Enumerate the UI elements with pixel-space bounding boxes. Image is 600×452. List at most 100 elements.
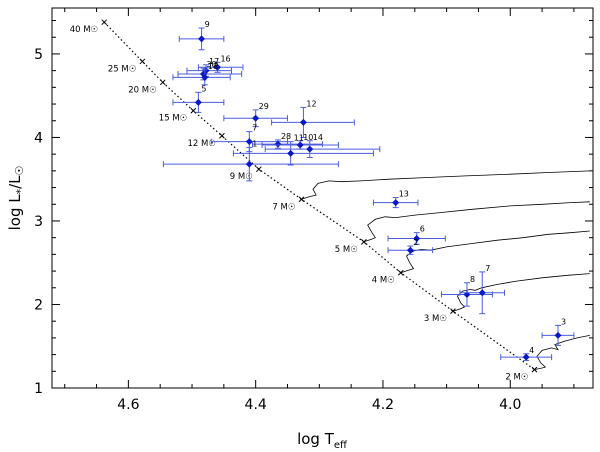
zams-mass-label-15: 15 M☉ bbox=[159, 114, 187, 124]
star-id-label: 28 bbox=[281, 132, 291, 141]
data-marker bbox=[198, 35, 206, 43]
star-id-label: 8 bbox=[470, 275, 475, 284]
star-id-label: 10 bbox=[303, 133, 313, 142]
star-id-label: 6 bbox=[420, 225, 425, 234]
star-point-4: 4 bbox=[500, 346, 553, 361]
zams-marker-7 bbox=[298, 196, 305, 203]
y-tick-label: 2 bbox=[34, 297, 43, 313]
star-id-label: 12 bbox=[306, 99, 316, 108]
x-tick-label: 4.6 bbox=[117, 397, 139, 413]
zams-marker-4 bbox=[397, 269, 404, 276]
data-marker bbox=[245, 160, 253, 168]
star-point-6: 6 bbox=[387, 225, 446, 245]
zams-mass-label-4: 4 M☉ bbox=[372, 276, 395, 286]
y-tick-label: 5 bbox=[34, 47, 43, 63]
zams-mass-label-5: 5 M☉ bbox=[335, 245, 358, 255]
zams-marker-20 bbox=[159, 79, 166, 86]
star-point-8: 8 bbox=[441, 275, 493, 307]
track-7-msun bbox=[301, 170, 590, 200]
data-marker bbox=[194, 98, 202, 106]
x-tick-label: 4.0 bbox=[499, 397, 521, 413]
track-2-msun bbox=[534, 335, 590, 370]
data-marker bbox=[245, 138, 253, 146]
star-point-12: 12 bbox=[271, 99, 355, 138]
star-point-9: 9 bbox=[178, 20, 225, 51]
data-marker bbox=[463, 290, 471, 298]
star-point-7: 7 bbox=[210, 124, 288, 153]
zams-mass-label-7: 7 M☉ bbox=[272, 202, 295, 212]
zams-marker-25 bbox=[139, 58, 146, 65]
star-point-2: 2 bbox=[387, 238, 434, 255]
track-4-msun bbox=[400, 230, 590, 274]
data-marker bbox=[299, 118, 307, 126]
zams-mass-label-25: 25 M☉ bbox=[108, 64, 136, 74]
star-point-3: 3 bbox=[541, 317, 575, 346]
data-marker bbox=[201, 73, 209, 81]
star-point-28: 28 bbox=[251, 132, 323, 149]
star-point-1: 1 bbox=[162, 139, 339, 182]
star-id-label: 14 bbox=[313, 133, 323, 142]
data-marker bbox=[296, 141, 304, 149]
star-point-5: 5 bbox=[172, 84, 225, 113]
data-marker bbox=[554, 331, 562, 339]
zams-marker-40 bbox=[101, 19, 108, 26]
star-id-label: 7 bbox=[252, 124, 257, 133]
data-marker bbox=[392, 199, 400, 207]
zams-mass-label-9: 9 M☉ bbox=[230, 172, 253, 182]
star-point-11: 11 bbox=[232, 134, 374, 166]
x-tick-label: 4.4 bbox=[245, 397, 267, 413]
star-id-label: 5 bbox=[201, 84, 206, 93]
star-point-14: 14 bbox=[264, 133, 381, 158]
track-5-msun bbox=[363, 201, 590, 243]
data-marker bbox=[252, 114, 260, 122]
data-marker bbox=[478, 289, 486, 297]
zams-mass-label-2: 2 M☉ bbox=[505, 373, 528, 383]
zams-marker-3 bbox=[450, 308, 456, 315]
zams-mass-label-3: 3 M☉ bbox=[424, 314, 447, 324]
star-id-label: 11 bbox=[294, 134, 304, 143]
star-point-13: 13 bbox=[372, 190, 419, 209]
evolutionary-tracks bbox=[301, 170, 590, 370]
zams-marker-2 bbox=[531, 366, 538, 373]
star-id-label: 29 bbox=[259, 102, 269, 111]
track-3-msun bbox=[452, 273, 590, 312]
zams-line: 40 M☉25 M☉20 M☉15 M☉12 M☉9 M☉7 M☉5 M☉4 M… bbox=[70, 19, 538, 383]
y-tick-label: 3 bbox=[34, 214, 43, 230]
star-id-label: 30 bbox=[206, 60, 216, 69]
y-tick-label: 4 bbox=[34, 130, 43, 146]
x-tick-label: 4.2 bbox=[372, 397, 394, 413]
star-id-label: 18 bbox=[208, 62, 218, 71]
star-id-label: 7 bbox=[485, 264, 490, 273]
star-point-29: 29 bbox=[223, 102, 288, 128]
data-marker bbox=[287, 149, 295, 157]
data-marker bbox=[413, 235, 421, 243]
star-point-18: 18 bbox=[172, 62, 231, 86]
zams-mass-label-40: 40 M☉ bbox=[70, 25, 98, 35]
star-id-label: 1 bbox=[252, 139, 257, 148]
y-tick-label: 1 bbox=[34, 381, 43, 397]
y-axis-title: log L*/L☉ bbox=[6, 166, 27, 231]
star-id-label: 13 bbox=[399, 190, 409, 199]
star-point-16: 16 bbox=[197, 54, 244, 73]
zams-mass-label-12: 12 M☉ bbox=[187, 139, 215, 149]
data-marker bbox=[406, 246, 414, 254]
zams-marker-9 bbox=[255, 166, 262, 173]
zams-marker-5 bbox=[361, 238, 367, 245]
star-id-label: 9 bbox=[205, 20, 210, 29]
star-id-label: 2 bbox=[413, 238, 418, 247]
zams-marker-15 bbox=[190, 107, 197, 114]
zams-mass-label-20: 20 M☉ bbox=[128, 85, 156, 95]
data-marker bbox=[213, 63, 221, 71]
zams-marker-12 bbox=[219, 132, 225, 139]
x-axis-title: log Teff bbox=[297, 430, 348, 451]
star-id-label: 3 bbox=[561, 317, 566, 326]
star-id-label: 16 bbox=[220, 54, 230, 63]
zams-dotted-line bbox=[103, 21, 535, 371]
data-marker bbox=[306, 145, 314, 153]
star-id-label: 17 bbox=[209, 57, 219, 66]
data-marker bbox=[274, 140, 282, 148]
plot-frame bbox=[51, 7, 594, 389]
